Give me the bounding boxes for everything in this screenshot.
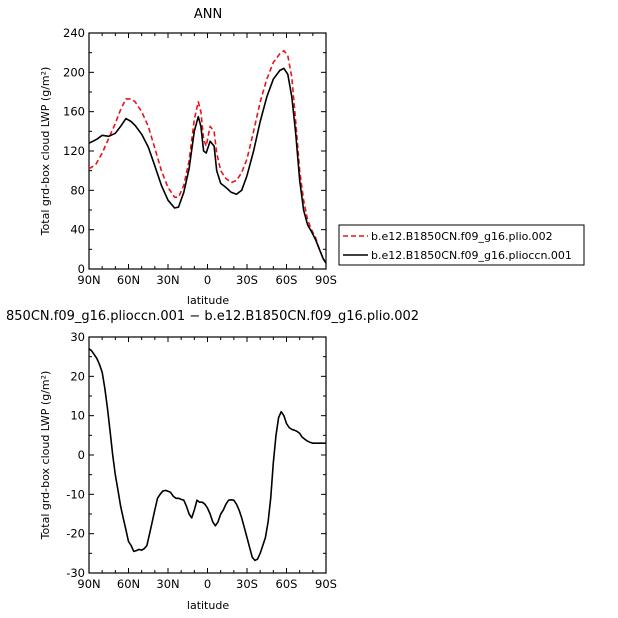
bottom-ticks: 90N 60N 30N 0 30S 60S 90S -30 -20 -10 0 10 20 30 <box>66 330 337 591</box>
bottom-y-axis-label: Total grd-box cloud LWP (g/m²) <box>39 371 52 541</box>
top-x-tick-label: 30S <box>236 273 258 287</box>
bottom-y-tick-label: -30 <box>66 566 85 580</box>
top-y-tick-label: 240 <box>63 26 85 40</box>
top-y-tick-label: 160 <box>63 105 85 119</box>
bottom-series-lines <box>88 348 326 562</box>
bottom-x-tick-label: 30S <box>236 577 258 591</box>
top-y-tick-label: 0 <box>78 262 85 276</box>
bottom-x-tick-label: 60S <box>276 577 298 591</box>
top-x-tick-label: 60N <box>117 273 140 287</box>
bottom-chart-title: 850CN.f09_g16.plioccn.001 − b.e12.B1850C… <box>6 309 419 324</box>
top-x-tick-label: 30N <box>156 273 179 287</box>
bottom-x-tick-label: 60N <box>117 577 140 591</box>
top-series-line-0 <box>88 49 327 263</box>
top-y-axis-label: Total grd-box cloud LWP (g/m²) <box>39 67 52 237</box>
panel-bottom: 850CN.f09_g16.plioccn.001 − b.e12.B1850C… <box>6 309 419 612</box>
top-y-tick-label: 120 <box>63 144 85 158</box>
bottom-y-tick-label: 20 <box>70 369 85 383</box>
bottom-series-line-0 <box>88 348 326 562</box>
legend-label-plio: b.e12.B1850CN.f09_g16.plio.002 <box>371 230 553 243</box>
bottom-x-axis-label: latitude <box>187 599 229 612</box>
top-series-lines <box>88 49 327 264</box>
top-x-tick-label: 0 <box>204 273 211 287</box>
bottom-y-tick-label: 0 <box>78 448 85 462</box>
bottom-x-tick-label: 0 <box>204 577 211 591</box>
bottom-y-tick-label: 10 <box>70 409 85 423</box>
top-y-tick-label: 200 <box>63 65 85 79</box>
top-x-tick-label: 90N <box>77 273 100 287</box>
legend: b.e12.B1850CN.f09_g16.plio.002 b.e12.B18… <box>338 224 585 266</box>
top-series-line-1 <box>88 67 327 264</box>
top-x-tick-label: 60S <box>276 273 298 287</box>
bottom-x-tick-label: 90S <box>315 577 337 591</box>
legend-box <box>338 224 585 266</box>
bottom-y-tick-label: -20 <box>66 527 85 541</box>
top-chart-title: ANN <box>194 7 222 22</box>
bottom-x-tick-label: 90N <box>77 577 100 591</box>
top-x-axis-label: latitude <box>187 294 229 307</box>
legend-label-plioccn: b.e12.B1850CN.f09_g16.plioccn.001 <box>371 249 572 262</box>
top-ticks: 90N 60N 30N 0 30S 60S 90S 0 40 80 120 160 200 240 <box>63 26 337 287</box>
bottom-y-tick-label: 30 <box>70 330 85 344</box>
bottom-plot-frame <box>88 336 327 574</box>
bottom-x-tick-label: 30N <box>156 577 179 591</box>
top-y-tick-label: 80 <box>70 183 85 197</box>
panel-top: ANN 90N 60N 30N 0 30S 60S 90S 0 40 80 120 160 200 240… <box>39 7 337 307</box>
top-y-tick-label: 40 <box>70 223 85 237</box>
bottom-y-tick-label: -10 <box>66 487 85 501</box>
top-x-tick-label: 90S <box>315 273 337 287</box>
